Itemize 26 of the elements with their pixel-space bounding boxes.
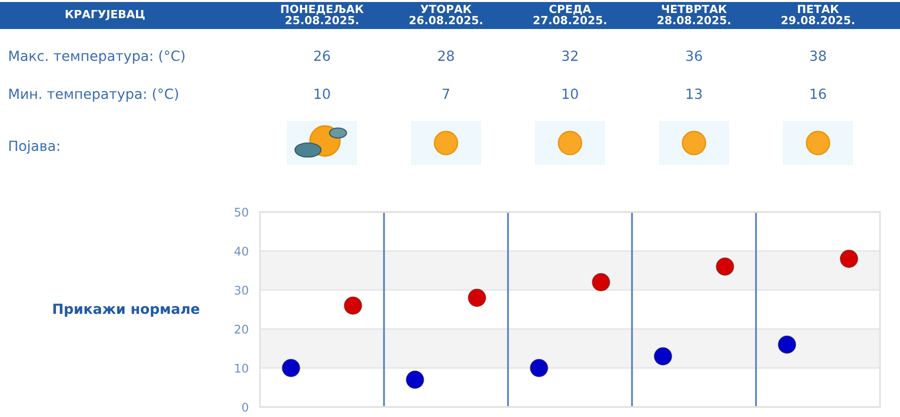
y-tick-label: 20 [234, 324, 248, 334]
text: УТОРАК 26.08.2025. [410, 4, 482, 24]
data-label: 10 [562, 88, 578, 100]
data-label: 32 [562, 50, 578, 62]
data-label: 38 [810, 50, 826, 62]
text: КРАГУЈЕВАЦ [66, 10, 145, 20]
y-tick-label: 30 [234, 286, 248, 295]
data-label: 26 [314, 50, 330, 62]
text: Појава: [9, 140, 60, 154]
y-tick-label: 0 [242, 402, 248, 412]
text: ПОНЕДЕЉАК 25.08.2025. [281, 4, 364, 24]
data-label: 28 [438, 50, 454, 62]
text: ПЕТАК 29.08.2025. [782, 4, 854, 24]
y-tick-label: 40 [234, 246, 248, 256]
data-label: 7 [442, 88, 450, 99]
y-tick-label: 10 [235, 364, 248, 373]
data-label: 16 [810, 88, 826, 100]
data-label: 36 [686, 50, 702, 62]
text: ЧЕТВРТАК 28.08.2025. [658, 4, 730, 24]
text: СРЕДА 27.08.2025. [534, 4, 606, 24]
text: Прикажи нормале [53, 304, 200, 317]
text: Мин. температура: (°C) [9, 88, 178, 102]
text: Макс. температура: (°C) [9, 50, 184, 64]
y-tick-label: 50 [234, 208, 248, 217]
data-label: 13 [686, 88, 702, 100]
data-label: 10 [314, 88, 330, 100]
